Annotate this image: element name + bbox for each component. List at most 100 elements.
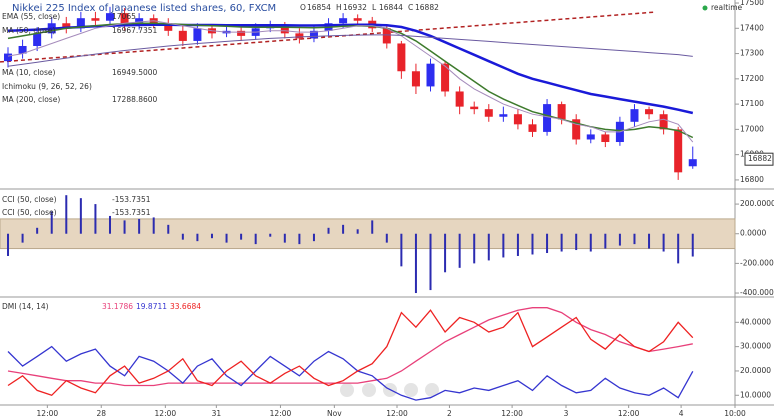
legend-value: 17065 bbox=[112, 12, 136, 21]
cci-bar bbox=[283, 233, 286, 243]
candle-body bbox=[513, 114, 522, 125]
y-tick-label: 30.0000 bbox=[740, 342, 771, 351]
ohlc-value: 16844 bbox=[379, 3, 403, 12]
cci-bar bbox=[181, 233, 184, 240]
candle-body bbox=[441, 63, 450, 92]
cci-bar bbox=[123, 220, 126, 234]
legend-label: MA (10, close) bbox=[2, 68, 56, 77]
cci-bar bbox=[50, 211, 53, 234]
cci-bar bbox=[662, 233, 665, 252]
cci-bar bbox=[385, 233, 388, 243]
status-dot bbox=[702, 5, 708, 11]
cci-bar bbox=[108, 215, 111, 234]
candle-body bbox=[295, 33, 304, 39]
cci-bar bbox=[298, 233, 301, 245]
ohlc-label: C bbox=[408, 3, 413, 12]
candle-body bbox=[382, 28, 391, 44]
candle-body bbox=[280, 25, 289, 34]
cci-bar bbox=[618, 233, 621, 246]
status: realtime bbox=[711, 3, 743, 12]
candle-body bbox=[4, 53, 13, 62]
y-tick-label: 17100 bbox=[740, 99, 764, 108]
candle-body bbox=[659, 114, 668, 130]
indicator-line bbox=[7, 20, 694, 143]
cci-bar bbox=[327, 227, 330, 234]
ohlc-label: L bbox=[372, 3, 377, 12]
cci-bar bbox=[502, 233, 505, 258]
nav-button[interactable] bbox=[340, 383, 354, 397]
y-tick-label: 200.0000 bbox=[740, 199, 774, 208]
candle-body bbox=[164, 23, 173, 31]
candle-body bbox=[557, 104, 566, 120]
y-tick-label: 40.0000 bbox=[740, 317, 771, 326]
cci-bar bbox=[677, 233, 680, 264]
nav-button[interactable] bbox=[425, 383, 439, 397]
y-tick-label: 10.0000 bbox=[740, 390, 771, 399]
nav-button[interactable] bbox=[362, 383, 376, 397]
trendline bbox=[0, 11, 655, 63]
cci-bar bbox=[312, 233, 315, 242]
cci-bar bbox=[94, 204, 97, 234]
dmi-line bbox=[7, 307, 693, 387]
cci-bar bbox=[240, 233, 243, 240]
y-tick-label: 0.0000 bbox=[740, 229, 766, 238]
legend-label: MA (200, close) bbox=[2, 95, 60, 104]
candle-body bbox=[630, 109, 639, 122]
cci-bar bbox=[371, 220, 374, 234]
candle-body bbox=[645, 109, 654, 115]
x-tick-label: 2 bbox=[447, 409, 452, 418]
legend-value: 31.1786 bbox=[102, 302, 133, 311]
cci-bar bbox=[604, 233, 607, 249]
candle-body bbox=[499, 114, 508, 117]
legend-value: -153.7351 bbox=[112, 195, 151, 204]
candle-body bbox=[339, 18, 348, 24]
cci-bar bbox=[21, 233, 24, 243]
legend-value: 17288.8600 bbox=[112, 95, 158, 104]
price-tag bbox=[744, 152, 774, 166]
y-tick-label: -400.0000 bbox=[740, 288, 774, 297]
candle-body bbox=[105, 13, 115, 21]
cci-bar bbox=[254, 233, 257, 245]
y-tick-label: 20.0000 bbox=[740, 366, 771, 375]
cci-bar bbox=[196, 233, 199, 242]
candle-body bbox=[309, 30, 318, 39]
candle-body bbox=[586, 134, 595, 140]
legend-value: 16967.7351 bbox=[112, 26, 158, 35]
candle-body bbox=[76, 18, 85, 29]
cci-bar bbox=[560, 233, 563, 252]
x-tick-label: 31 bbox=[212, 409, 222, 418]
cci-bar bbox=[444, 233, 447, 273]
x-tick-label: 12:00 bbox=[618, 409, 640, 418]
x-tick-label: 3 bbox=[564, 409, 569, 418]
x-tick-label: 12:00 bbox=[270, 409, 292, 418]
cci-bar bbox=[516, 233, 519, 256]
cci-bar bbox=[167, 224, 170, 234]
ohlc-label: O bbox=[300, 3, 306, 12]
cci-bar bbox=[487, 233, 490, 261]
candle-body bbox=[601, 134, 610, 143]
candle-body bbox=[674, 129, 683, 173]
x-tick-label: 12:00 bbox=[386, 409, 408, 418]
nav-button[interactable] bbox=[404, 383, 418, 397]
ohlc-value: 16882 bbox=[415, 3, 439, 12]
cci-bar bbox=[65, 195, 68, 234]
legend-value: 16949.5000 bbox=[112, 68, 158, 77]
legend-label: CCI (50, close) bbox=[2, 195, 57, 204]
cci-bar bbox=[633, 233, 636, 245]
cci-bar bbox=[648, 233, 651, 249]
y-tick-label: 16800 bbox=[740, 175, 764, 184]
cci-bar bbox=[342, 224, 345, 234]
cci-bar bbox=[546, 233, 549, 254]
cci-bar bbox=[429, 233, 432, 291]
cci-bar bbox=[152, 217, 155, 234]
candle-body bbox=[572, 119, 581, 140]
cci-bar bbox=[7, 233, 10, 256]
legend-label: EMA (55, close) bbox=[2, 12, 60, 21]
indicator-line bbox=[7, 34, 693, 67]
candle-body bbox=[120, 13, 129, 26]
x-tick-label: Nov bbox=[327, 409, 342, 418]
candle-body bbox=[426, 63, 435, 87]
dmi-line bbox=[7, 309, 694, 397]
chart-title: Nikkei 225 Index of Japanese listed shar… bbox=[12, 3, 276, 14]
